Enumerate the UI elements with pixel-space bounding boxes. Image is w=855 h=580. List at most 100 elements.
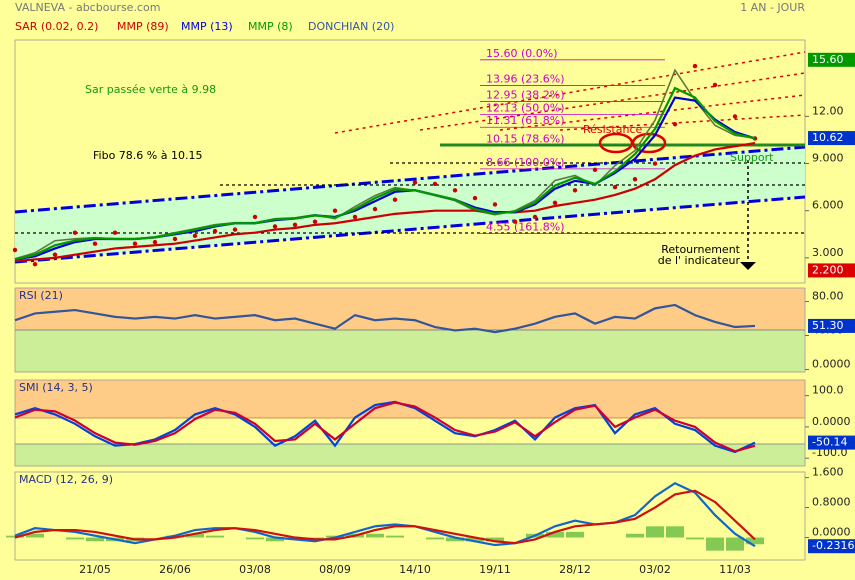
x-tick-label: 26/06 [159,563,191,576]
sar-dot [172,236,178,242]
sar-dot [112,230,118,235]
histogram-bar [466,537,484,542]
histogram-bar [486,537,504,542]
sar-dot [252,214,258,220]
histogram-bar [426,537,444,540]
sar-dot [212,228,218,234]
arrow-head [740,262,756,270]
histogram-bar [26,533,44,538]
fibo-label: 13.96 (23.6%) [486,73,565,86]
histogram-bar [386,535,404,538]
sar-dot [192,233,198,239]
y-tick-label: 0.8000 [812,496,851,509]
sar-dot [732,114,738,119]
histogram-bar [446,537,464,542]
series-line [14,489,756,545]
sar-dot [432,181,438,187]
zone-low [15,330,805,372]
sar-dot [672,122,678,127]
zone-high [15,380,805,418]
histogram-bar [366,533,384,538]
histogram-bar [706,537,724,551]
series-line [14,142,756,263]
y-tick-label: 0.0000 [812,357,851,370]
source: VALNEVA - abcbourse.com [15,1,160,14]
series-line [14,481,756,548]
period: 1 AN - JOUR [740,1,805,14]
fibo-label: 8.66 (100.0%) [486,156,565,169]
histogram-bar [626,533,644,538]
histogram-bar [246,537,264,540]
histogram-bar [726,537,744,551]
y-tick-label: 9.000 [812,152,844,165]
histogram-bar [66,537,84,540]
y-tick-label: 12.00 [812,104,844,117]
sar-dot [692,63,698,69]
sar-dot [392,197,398,202]
panel-title: RSI (21) [19,289,63,302]
sar-dot [712,82,718,88]
channel-lines [14,145,806,264]
histogram-bar [566,531,584,538]
legend-item: SAR (0.02, 0.2) [15,20,98,33]
sar-dot [532,214,538,220]
sar-dot [492,202,498,207]
sar-dot [352,214,358,220]
headline: Sar passée verte à 9.98 [85,83,216,96]
sar-dot [412,180,418,185]
x-tick-label: 03/02 [639,563,671,576]
fibo-label: 12.13 (50.0%) [486,101,565,114]
resistance-marks [598,132,667,154]
sar-dot [332,208,338,213]
histogram-bar [686,537,704,540]
sar-dot [292,222,298,228]
histogram-bar [666,526,684,538]
sar-dot [52,252,58,257]
fibo-label: 10.15 (78.6%) [486,132,565,145]
x-tick-label: 03/08 [239,563,271,576]
histogram-bar [86,537,104,542]
value-box-label: 51.30 [812,319,844,332]
legend-item: MMP (8) [248,20,293,33]
value-box-label: -0.2316 [812,539,854,552]
value-box [808,435,855,450]
legend-item: MMP (89) [117,20,169,33]
fibo-note: Fibo 78.6 % à 10.15 [93,149,202,162]
zone-low [15,444,805,466]
histogram-bar [646,526,664,538]
histogram-bar [746,537,764,545]
series-line [14,303,756,334]
x-tick-label: 11/03 [719,563,751,576]
y-tick-label: 0.0000 [812,415,851,428]
sar-dot [652,161,658,166]
sar-dot [152,239,158,245]
fibo-label: 4.55 (161.8%) [486,220,565,233]
level-lines [15,162,805,234]
value-box [808,263,855,278]
fibo-label: 11.31 (61.8%) [486,114,565,127]
sar-dot [12,247,18,253]
legend-item: MMP (13) [181,20,233,33]
y-tick-label: 100.0 [812,384,844,397]
y-tick-label: 0.0000 [812,526,851,539]
sar-dot [552,200,558,206]
histogram-bar [546,531,564,538]
value-box-label: 2.200 [812,263,844,276]
sar-dot [92,241,98,246]
fibo-label: 12.95 (38.2%) [486,88,565,101]
value-box [808,131,855,146]
y-tick-label: 80.00 [812,290,844,303]
histogram-bar [186,533,204,538]
sar-dot [312,219,318,224]
x-tick-label: 28/12 [559,563,591,576]
resistance-label: Résistance [583,123,643,136]
sar-dot [592,167,598,173]
reversal-label: de l' indicateur [658,254,741,267]
series-line [14,86,756,261]
value-box-label: 15.60 [812,53,844,66]
sar-dot [232,227,238,232]
panel-title: MACD (12, 26, 9) [19,473,113,486]
sar-dot [272,224,278,229]
value-box-label: 10.62 [812,131,844,144]
